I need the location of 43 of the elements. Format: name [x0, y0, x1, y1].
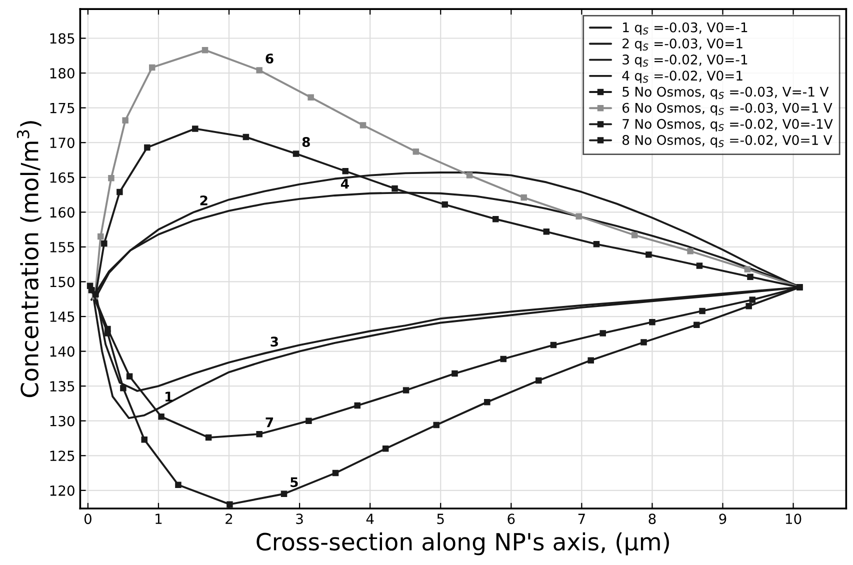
x-tick-label: 2 [226, 514, 232, 524]
annotation: 1 [166, 392, 172, 402]
x-tick-label: 4 [366, 514, 374, 524]
y-tick-label: 180 [50, 68, 74, 79]
x-tick-label: 5 [437, 514, 444, 524]
y-tick-label: 160 [50, 207, 74, 218]
y-tick-label: 155 [50, 242, 74, 252]
annotation: 2 [200, 195, 208, 206]
x-tick-label: 8 [648, 514, 656, 524]
y-tick-label: 145 [50, 312, 74, 322]
annotation: 7 [266, 418, 274, 428]
x-tick-label: 10 [786, 514, 802, 524]
y-tick-label: 175 [50, 102, 74, 114]
annotation: 3 [270, 336, 278, 347]
y-tick-label: 120 [50, 485, 74, 496]
x-tick-label: 1 [156, 514, 162, 524]
annotation: 4 [340, 178, 349, 189]
y-tick-label: 165 [50, 172, 74, 183]
x-tick-label: 6 [508, 514, 515, 524]
x-tick-label: 3 [296, 514, 303, 524]
x-axis-title: Cross-section along NP's axis, (µm) [256, 532, 669, 556]
legend-label: 8 No Osmos, q$_{S}$ =-0.02, V0=1 V [622, 135, 832, 148]
legend-label: 3 q$_{S}$ =-0.02, V0=-1 [622, 54, 748, 68]
legend-label: 4 q$_{S}$ =-0.02, V0=1 [622, 70, 742, 84]
y-tick-label: 135 [50, 381, 74, 392]
legend-label: 6 No Osmos, q$_{S}$ =-0.03, V0=1 V [622, 102, 832, 116]
x-tick-label: 7 [578, 514, 585, 524]
annotation: 8 [302, 137, 310, 148]
y-tick-label: 185 [50, 33, 74, 44]
legend-label: 5 No Osmos, q$_{S}$ =-0.03, V=-1 V [622, 86, 829, 100]
y-tick-label: 125 [50, 450, 74, 462]
y-axis-title: Concentration (mol/m$^{3}$) [16, 121, 42, 398]
annotation: 6 [266, 54, 274, 64]
y-tick-label: 150 [50, 276, 74, 288]
x-tick-label: 9 [719, 514, 726, 524]
annotation: 5 [290, 477, 298, 488]
legend-label: 7 No Osmos, q$_{S}$ =-0.02, V0=-1V [622, 118, 833, 132]
x-tick-label: 0 [84, 514, 92, 524]
legend-label: 1 q$_{S}$ =-0.03, V0=-1 [623, 22, 748, 35]
y-tick-label: 140 [50, 346, 74, 357]
legend-label: 2 q$_{S}$ =-0.03, V0=1 [622, 38, 742, 51]
y-tick-label: 170 [50, 138, 74, 148]
y-tick-label: 130 [50, 416, 74, 426]
